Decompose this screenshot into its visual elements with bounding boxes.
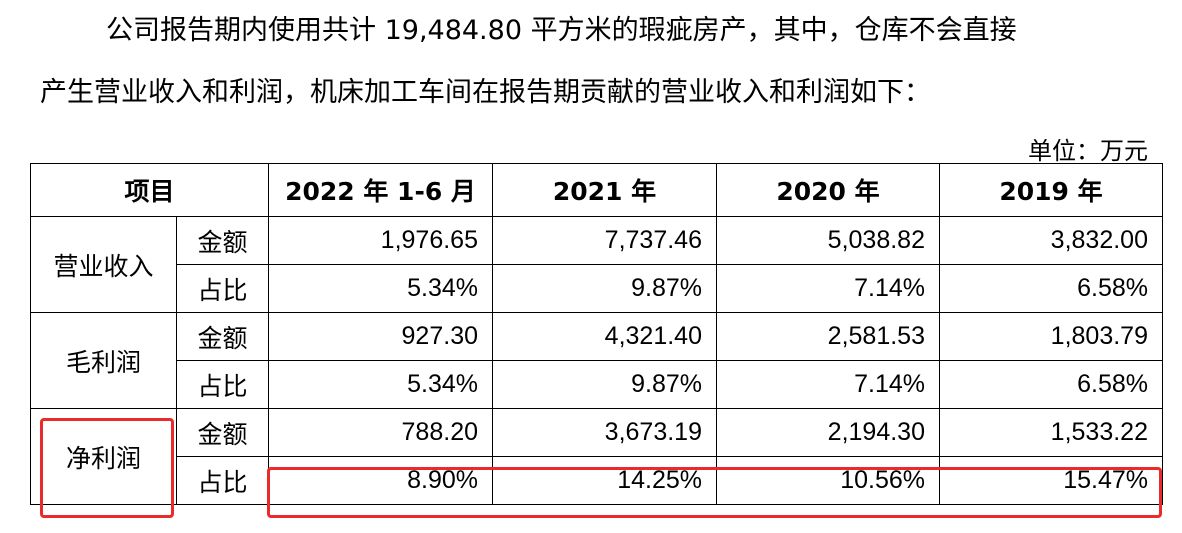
table-cell: 7,737.46 [492,216,717,265]
metric-label: 金额 [176,408,269,457]
table-cell: 3,832.00 [939,216,1163,265]
table-cell: 9.87% [492,264,717,313]
paragraph-line-1: 公司报告期内使用共计 19,484.80 平方米的瑕疵房产，其中，仓库不会直接 [106,15,1017,46]
table-cell: 5.34% [268,264,493,313]
table-cell: 8.90% [268,456,493,505]
header-2021: 2021 年 [492,163,717,217]
table-row: 净利润 金额 788.20 3,673.19 2,194.30 1,533.22 [30,408,1163,505]
table-cell: 1,803.79 [939,312,1163,361]
header-item: 项目 [30,163,269,217]
table-cell: 9.87% [492,360,717,409]
paragraph-line-2: 产生营业收入和利润，机床加工车间在报告期贡献的营业收入和利润如下： [40,77,931,108]
table-row: 营业收入 金额 1,976.65 7,737.46 5,038.82 3,832… [30,216,1163,313]
table-cell: 4,321.40 [492,312,717,361]
table-cell: 5.34% [268,360,493,409]
table-row: 毛利润 金额 927.30 4,321.40 2,581.53 1,803.79 [30,312,1163,409]
metric-label: 金额 [176,312,269,361]
group-gross-profit: 毛利润 [30,312,177,409]
header-2022h1: 2022 年 1-6 月 [268,163,493,217]
group-net-profit: 净利润 [30,408,177,505]
table-cell: 1,533.22 [939,408,1163,457]
table-cell: 927.30 [268,312,493,361]
header-2019: 2019 年 [939,163,1163,217]
table-cell: 5,038.82 [716,216,940,265]
table-row: 占比 8.90% 14.25% 10.56% 15.47% [31,456,1163,505]
metric-label: 占比 [176,360,269,409]
table-cell: 14.25% [492,456,717,505]
table-cell: 2,194.30 [716,408,940,457]
financial-table: 项目 2022 年 1-6 月 2021 年 2020 年 2019 年 营业收… [30,163,1163,505]
table-cell: 3,673.19 [492,408,717,457]
table-cell: 1,976.65 [268,216,493,265]
table-row: 占比 5.34% 9.87% 7.14% 6.58% [31,360,1163,409]
highlight-box-net-profit-ratio-row [267,467,1162,518]
unit-label: 单位：万元 [1028,137,1148,165]
table-cell: 7.14% [716,360,940,409]
metric-label: 金额 [176,216,269,265]
table-cell: 7.14% [716,264,940,313]
table-cell: 2,581.53 [716,312,940,361]
table-row: 占比 5.34% 9.87% 7.14% 6.58% [31,264,1163,313]
metric-label: 占比 [176,456,269,505]
header-2020: 2020 年 [716,163,940,217]
table-cell: 10.56% [716,456,940,505]
highlight-box-net-profit [40,418,174,518]
table-cell: 6.58% [939,264,1163,313]
table-header-row: 项目 2022 年 1-6 月 2021 年 2020 年 2019 年 [30,163,1163,217]
table-cell: 788.20 [268,408,493,457]
group-revenue: 营业收入 [30,216,177,313]
table-cell: 6.58% [939,360,1163,409]
table-cell: 15.47% [939,456,1163,505]
metric-label: 占比 [176,264,269,313]
